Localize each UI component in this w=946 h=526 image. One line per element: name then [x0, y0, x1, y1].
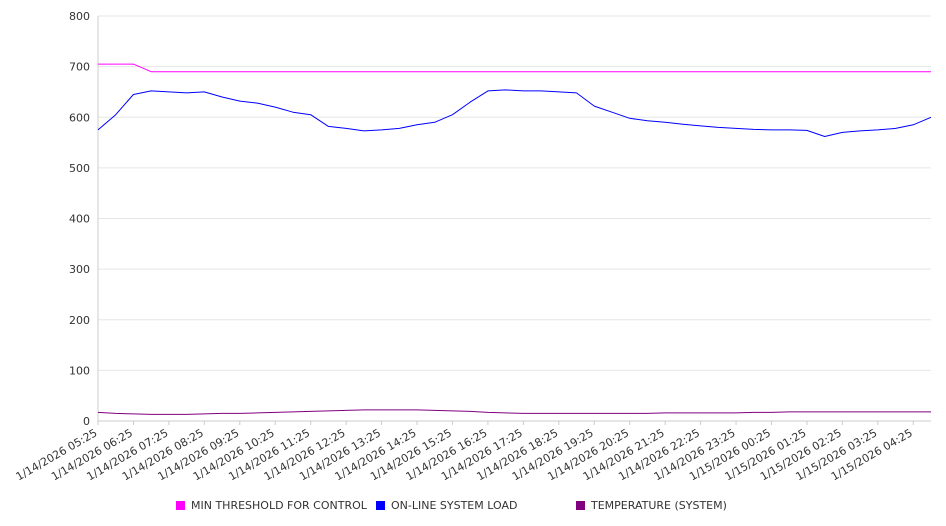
- y-tick-label: 500: [69, 162, 90, 175]
- series-line-2: [97, 409, 931, 415]
- y-tick-label: 700: [69, 61, 90, 74]
- legend-label: MIN THRESHOLD FOR CONTROL: [191, 499, 367, 512]
- y-tick-label: 0: [83, 415, 90, 428]
- series-line-0: [98, 63, 931, 73]
- legend-swatch: [376, 501, 385, 510]
- legend-item-system-load[interactable]: ON-LINE SYSTEM LOAD: [376, 499, 517, 512]
- y-tick-label: 100: [69, 364, 90, 377]
- series-line-1: [97, 89, 932, 137]
- y-tick-label: 800: [69, 10, 90, 23]
- y-tick-label: 600: [69, 111, 90, 124]
- y-tick-label: 400: [69, 213, 90, 226]
- legend-item-min-threshold[interactable]: MIN THRESHOLD FOR CONTROL: [176, 499, 367, 512]
- legend-item-temperature[interactable]: TEMPERATURE (SYSTEM): [576, 499, 727, 512]
- legend-label: TEMPERATURE (SYSTEM): [591, 499, 727, 512]
- y-axis-ticks: 0 100 200 300 400 500 600 700 800: [69, 10, 90, 428]
- y-tick-label: 200: [69, 314, 90, 327]
- series-lines: [97, 63, 932, 415]
- grid-lines: [98, 15, 931, 371]
- legend-swatch: [176, 501, 185, 510]
- legend-swatch: [576, 501, 585, 510]
- legend: MIN THRESHOLD FOR CONTROL ON-LINE SYSTEM…: [0, 499, 946, 515]
- y-tick-label: 300: [69, 263, 90, 276]
- axes: [97, 16, 931, 422]
- legend-label: ON-LINE SYSTEM LOAD: [391, 499, 518, 512]
- x-axis-ticks: 1/14/2026 05:251/14/2026 06:251/14/2026 …: [14, 421, 915, 483]
